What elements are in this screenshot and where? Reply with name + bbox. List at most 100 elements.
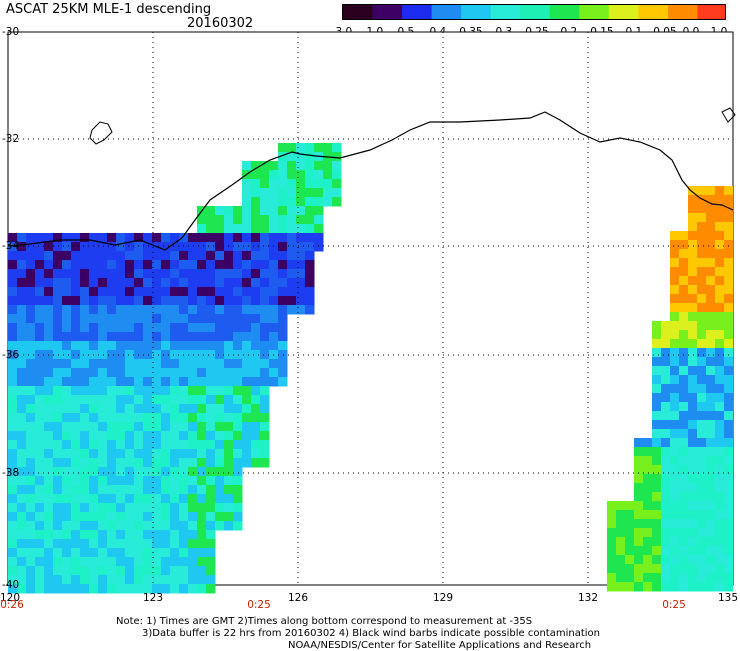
swath-cell	[26, 584, 36, 594]
swath-cell	[8, 242, 18, 252]
swath-cell	[206, 332, 216, 342]
swath-cell	[296, 305, 306, 315]
swath-cell	[125, 566, 135, 576]
swath-cell	[62, 431, 72, 441]
swath-cell	[152, 278, 162, 288]
swath-cell	[278, 206, 288, 216]
swath-cell	[715, 564, 725, 574]
swath-cell	[323, 188, 333, 198]
swath-cell	[152, 422, 162, 432]
swath-cell	[332, 197, 342, 207]
swath-cell	[107, 494, 117, 504]
swath-cell	[35, 242, 45, 252]
swath-cell	[125, 269, 135, 279]
swath-cell	[724, 528, 733, 538]
swath-cell	[161, 521, 171, 531]
swath-cell	[197, 377, 207, 387]
swath-cell	[724, 393, 733, 403]
swath-cell	[116, 422, 126, 432]
lat-label: -30	[2, 26, 20, 38]
swath-cell	[71, 503, 81, 513]
swath-cell	[314, 224, 324, 234]
swath-cell	[53, 584, 63, 594]
swath-cell	[278, 341, 288, 351]
swath-cell	[17, 395, 27, 405]
swath-cell	[170, 269, 180, 279]
swath-cell	[8, 431, 18, 441]
lon-label: 129	[432, 592, 454, 604]
swath-cell	[17, 512, 27, 522]
swath-cell	[332, 170, 342, 180]
swath-cell	[269, 287, 279, 297]
swath-cell	[161, 359, 171, 369]
swath-cell	[215, 215, 225, 225]
swath-cell	[688, 564, 698, 574]
swath-cell	[143, 404, 153, 414]
swath-cell	[679, 402, 689, 412]
swath-cell	[134, 395, 144, 405]
swath-cell	[134, 233, 144, 243]
swath-cell	[652, 357, 662, 367]
swath-cell	[134, 314, 144, 324]
swath-cell	[80, 557, 90, 567]
swath-cell	[8, 494, 18, 504]
swath-cell	[215, 206, 225, 216]
swath-cell	[17, 296, 27, 306]
swath-cell	[278, 215, 288, 225]
swath-cell	[314, 206, 324, 216]
swath-cell	[697, 510, 707, 520]
swath-cell	[607, 537, 617, 547]
swath-cell	[715, 501, 725, 511]
swath-cell	[323, 197, 333, 207]
swath-cell	[287, 233, 297, 243]
swath-cell	[71, 368, 81, 378]
swath-cell	[44, 332, 54, 342]
swath-cell	[251, 332, 261, 342]
swath-cell	[170, 359, 180, 369]
swath-cell	[242, 314, 252, 324]
swath-cell	[287, 251, 297, 261]
swath-cell	[661, 456, 671, 466]
swath-cell	[224, 215, 234, 225]
swath-cell	[670, 546, 680, 556]
swath-cell	[233, 242, 243, 252]
swath-cell	[269, 305, 279, 315]
swath-cell	[251, 260, 261, 270]
swath-cell	[53, 440, 63, 450]
swath-cell	[98, 314, 108, 324]
swath-cell	[170, 539, 180, 549]
swath-cell	[706, 276, 716, 286]
swath-cell	[661, 330, 671, 340]
swath-cell	[134, 341, 144, 351]
swath-cell	[670, 348, 680, 358]
lat-label: -38	[2, 467, 20, 479]
swath-cell	[161, 287, 171, 297]
swath-cell	[260, 278, 270, 288]
swath-cell	[715, 573, 725, 583]
swath-cell	[188, 287, 198, 297]
swath-cell	[697, 519, 707, 529]
swath-cell	[224, 449, 234, 459]
swath-cell	[152, 323, 162, 333]
swath-cell	[233, 404, 243, 414]
swath-cell	[107, 440, 117, 450]
swath-cell	[661, 465, 671, 475]
swath-cell	[161, 323, 171, 333]
swath-cell	[634, 492, 644, 502]
swath-cell	[661, 564, 671, 574]
swath-cell	[107, 314, 117, 324]
swath-cell	[80, 296, 90, 306]
swath-cell	[224, 260, 234, 270]
swath-cell	[715, 204, 725, 214]
swath-cell	[607, 510, 617, 520]
swath-cell	[179, 269, 189, 279]
swath-cell	[661, 357, 671, 367]
swath-cell	[125, 539, 135, 549]
swath-cell	[125, 458, 135, 468]
swath-cell	[233, 350, 243, 360]
swath-cell	[17, 341, 27, 351]
swath-cell	[143, 449, 153, 459]
swath-cell	[224, 377, 234, 387]
swath-cell	[634, 519, 644, 529]
swath-cell	[89, 566, 99, 576]
